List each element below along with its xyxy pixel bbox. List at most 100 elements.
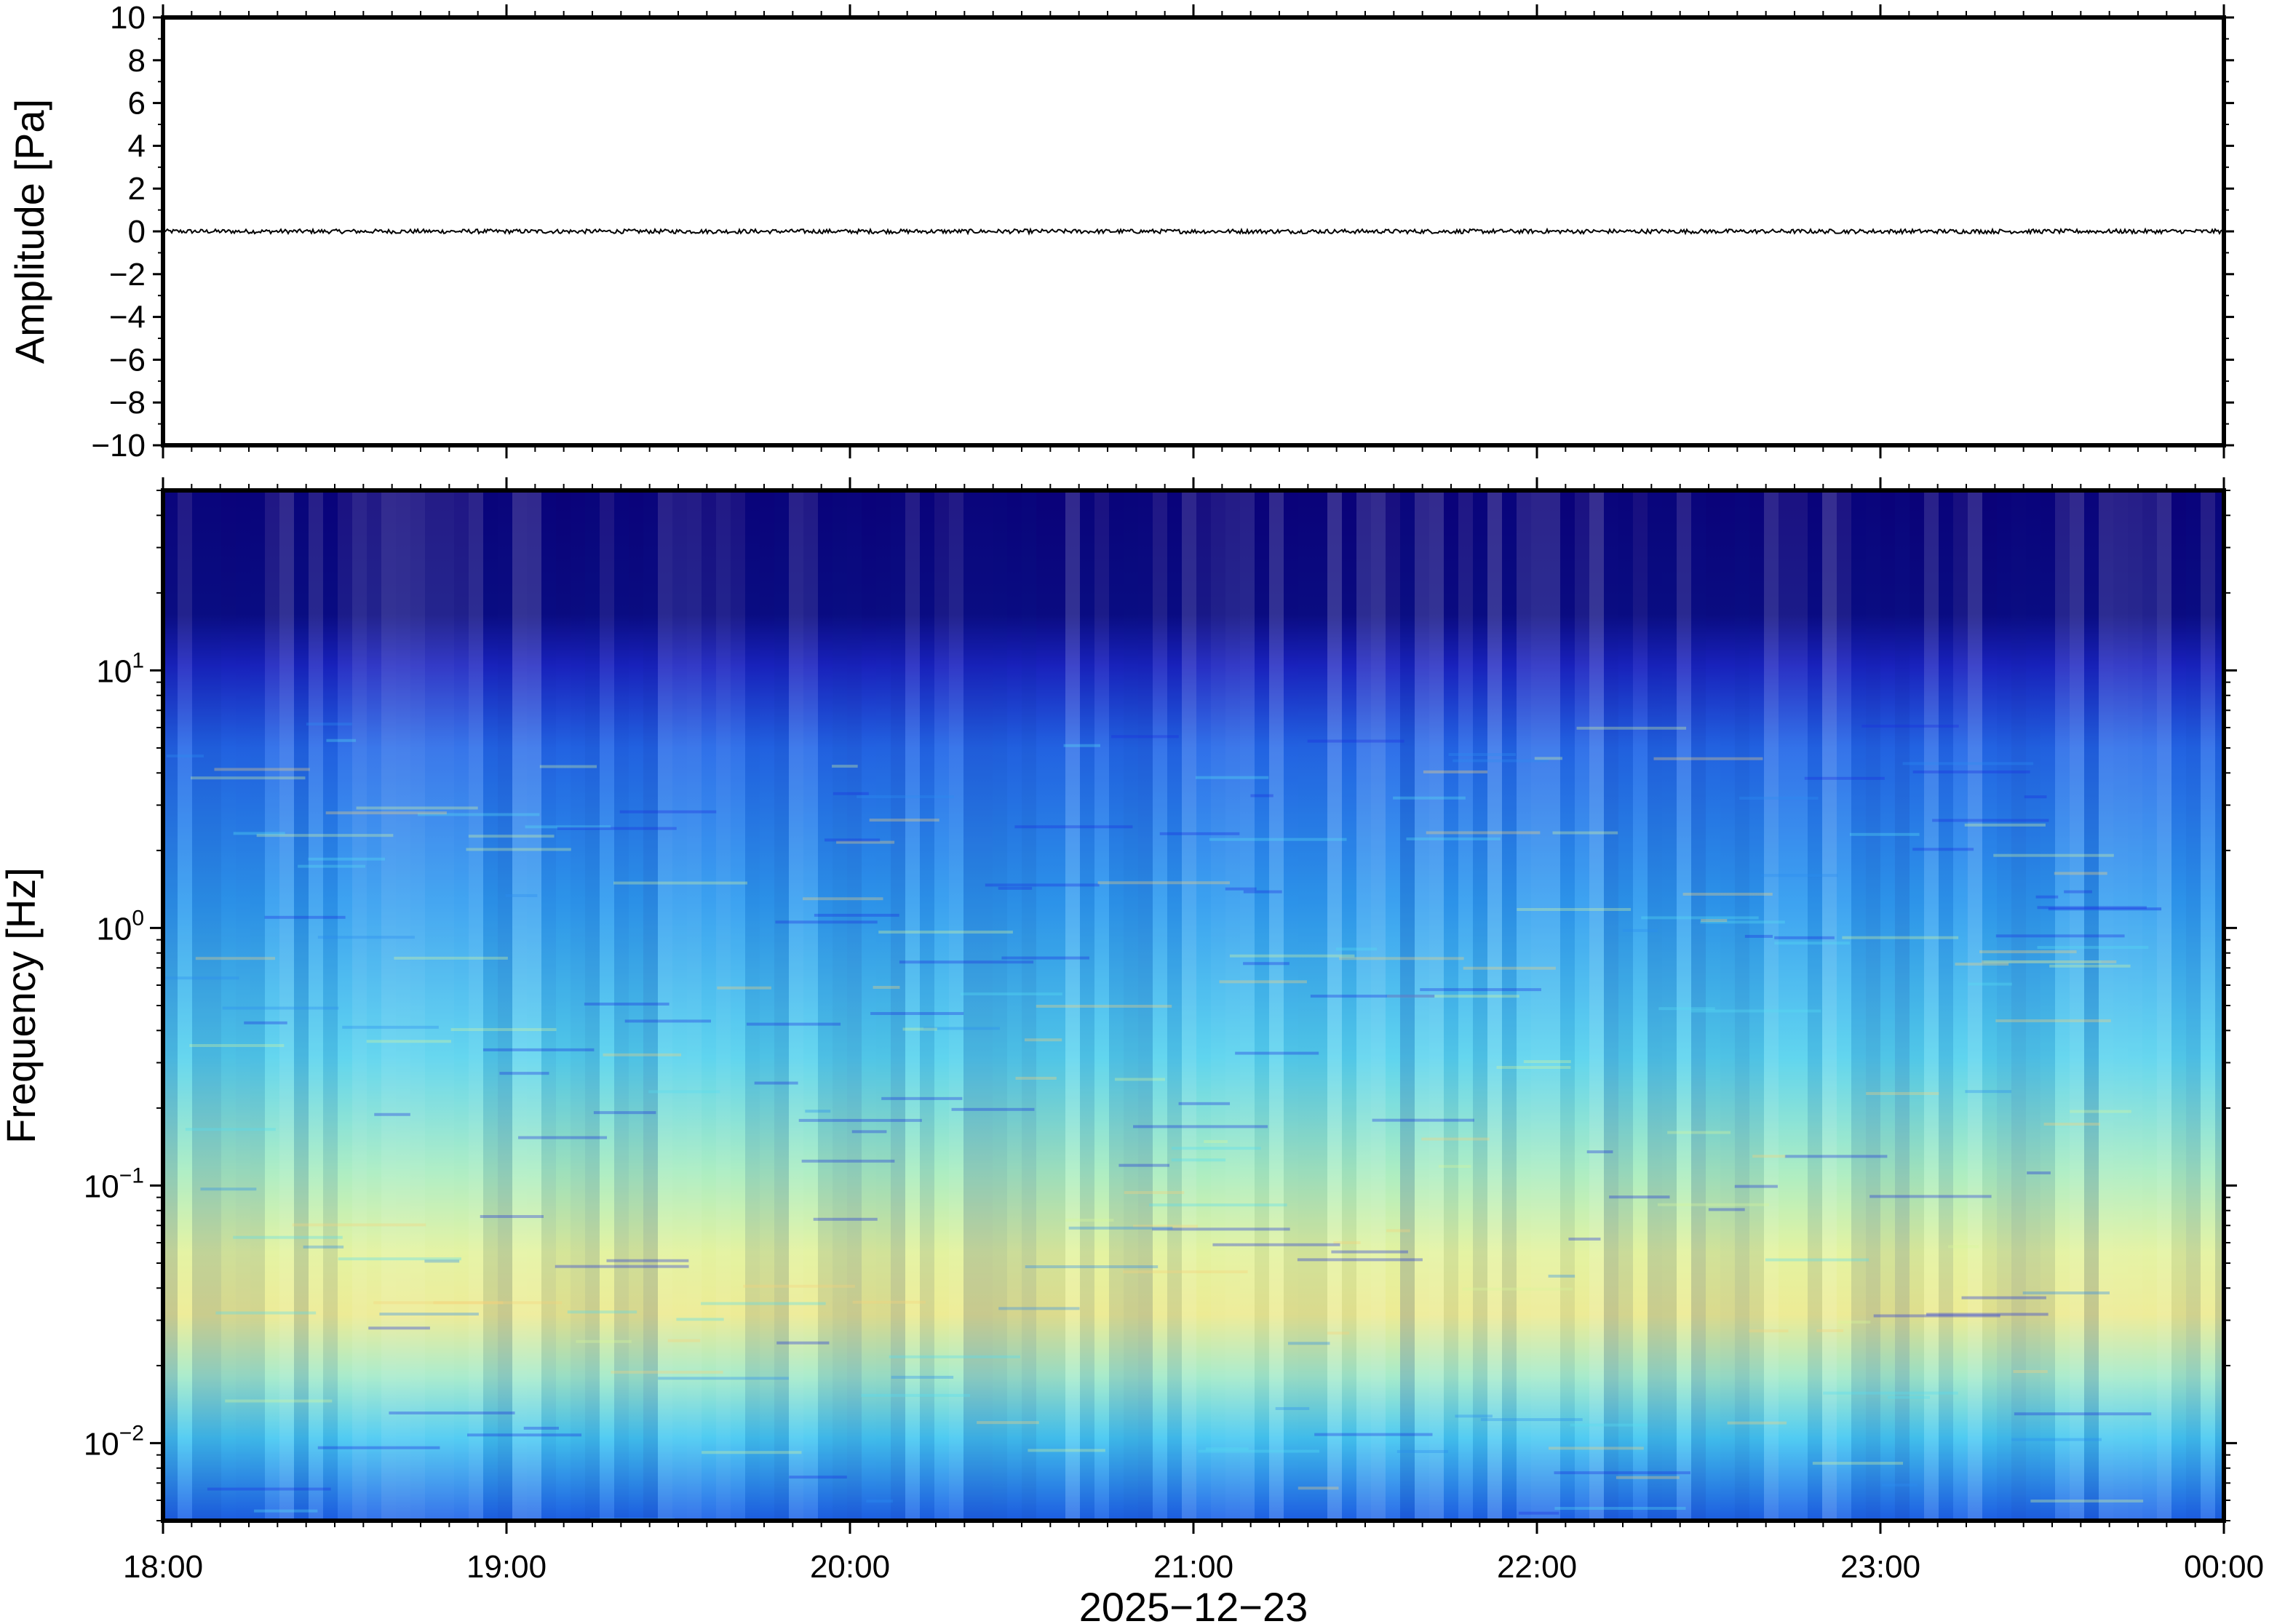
spectrogram-column bbox=[672, 490, 687, 1521]
spectrogram-streak bbox=[1774, 942, 1851, 945]
spectrogram-column bbox=[1837, 490, 1851, 1521]
spectrogram-streak bbox=[754, 1081, 798, 1085]
spectrogram-streak bbox=[2064, 890, 2092, 893]
spectrogram-streak bbox=[325, 811, 447, 815]
spectrogram-column bbox=[1517, 490, 1531, 1521]
spectrogram-streak bbox=[1554, 1471, 1690, 1475]
spectrogram-column bbox=[1910, 490, 1924, 1521]
spectrogram-column bbox=[1211, 490, 1225, 1521]
spectrogram-column bbox=[1880, 490, 1895, 1521]
spectrogram-streak bbox=[244, 1021, 287, 1024]
spectrogram-streak bbox=[356, 806, 478, 810]
spectrogram-streak bbox=[195, 957, 276, 960]
spectrogram-streak bbox=[1335, 947, 1378, 951]
spectrogram-streak bbox=[593, 1111, 656, 1115]
spectrogram-column bbox=[1982, 490, 1997, 1521]
spectrogram-streak bbox=[1804, 776, 1885, 780]
spectrogram-streak bbox=[1888, 1396, 1931, 1399]
spectrogram-column bbox=[876, 490, 891, 1521]
spectrogram-streak bbox=[1423, 770, 1488, 773]
spectrogram-streak bbox=[1548, 1274, 1575, 1278]
spectrogram-streak bbox=[306, 723, 352, 726]
spectrogram-streak bbox=[303, 1245, 344, 1249]
spectrogram-streak bbox=[1682, 892, 1773, 896]
spectrogram-streak bbox=[717, 986, 771, 990]
spectrogram-streak bbox=[801, 1159, 895, 1163]
spectrogram-streak bbox=[518, 1136, 608, 1139]
spectrogram-column bbox=[1531, 490, 1546, 1521]
spectrogram-streak bbox=[619, 810, 717, 813]
spectrogram-column bbox=[1677, 490, 1691, 1521]
time-x-tick-label: 22:00 bbox=[1497, 1549, 1577, 1585]
spectrogram-streak bbox=[1548, 1446, 1644, 1450]
spectrogram-streak bbox=[1496, 1066, 1571, 1070]
spectrogram-streak bbox=[701, 1302, 826, 1305]
spectrogram-streak bbox=[624, 1019, 712, 1023]
spectrogram-streak bbox=[1968, 982, 2012, 986]
spectrogram-streak bbox=[1816, 1329, 1844, 1332]
spectrogram-streak bbox=[1204, 1139, 1228, 1143]
spectrogram-streak bbox=[1386, 995, 1519, 998]
spectrogram-column bbox=[1051, 490, 1065, 1521]
spectrogram-column bbox=[862, 490, 876, 1521]
spectrogram-streak bbox=[1812, 1462, 1904, 1465]
spectrogram-column bbox=[1706, 490, 1720, 1521]
spectrogram-streak bbox=[1393, 796, 1466, 800]
spectrogram-streak bbox=[813, 1217, 878, 1221]
spectrogram-column bbox=[2055, 490, 2070, 1521]
spectrogram-streak bbox=[366, 1040, 451, 1043]
spectrogram-streak bbox=[998, 886, 1033, 890]
spectrogram-streak bbox=[1205, 1447, 1249, 1451]
spectrogram-column bbox=[2186, 490, 2201, 1521]
spectrogram-column bbox=[818, 490, 833, 1521]
spectrogram-column bbox=[1196, 490, 1211, 1521]
spectrogram-streak bbox=[803, 897, 883, 901]
spectrogram-column bbox=[629, 490, 643, 1521]
spectrogram-column bbox=[512, 490, 527, 1521]
spectrogram-column bbox=[702, 490, 716, 1521]
spectrogram-streak bbox=[1159, 832, 1240, 835]
spectrogram-streak bbox=[1947, 1245, 1979, 1249]
spectrogram-streak bbox=[317, 936, 415, 939]
spectrogram-streak bbox=[185, 1128, 276, 1131]
spectrogram-streak bbox=[1534, 757, 1563, 760]
spectrogram-streak bbox=[1118, 1163, 1170, 1167]
spectrogram-streak bbox=[1622, 928, 1658, 932]
spectrogram-streak bbox=[1123, 1270, 1248, 1273]
spectrogram-column bbox=[2113, 490, 2128, 1521]
spectrogram-streak bbox=[891, 1375, 954, 1379]
spectrogram-streak bbox=[746, 1022, 841, 1026]
spectrogram-streak bbox=[1297, 1258, 1423, 1262]
spectrogram-column bbox=[1764, 490, 1779, 1521]
amplitude-y-tick-label: 0 bbox=[128, 214, 146, 250]
spectrogram-column bbox=[1953, 490, 1968, 1521]
waveform-line bbox=[162, 227, 2225, 236]
spectrogram-column bbox=[2128, 490, 2142, 1521]
spectrogram-streak bbox=[1517, 907, 1632, 911]
frequency-y-tick-labels: 101 100 10−1 10−2 bbox=[84, 648, 144, 1462]
spectrogram-streak bbox=[368, 1326, 430, 1330]
spectrogram-column bbox=[178, 490, 192, 1521]
spectrogram-column bbox=[1720, 490, 1735, 1521]
spectrogram-column bbox=[1124, 490, 1138, 1521]
spectrogram-streak bbox=[1576, 726, 1687, 730]
spectrogram-streak bbox=[852, 1300, 926, 1304]
spectrogram-streak bbox=[342, 1025, 439, 1029]
spectrogram-streak bbox=[613, 881, 747, 885]
spectrogram-streak bbox=[902, 1027, 937, 1031]
spectrogram-streak bbox=[1744, 934, 1773, 938]
spectrogram-column bbox=[1487, 490, 1502, 1521]
spectrogram-streak bbox=[1225, 887, 1257, 891]
spectrogram-column bbox=[847, 490, 862, 1521]
spectrogram-column bbox=[1415, 490, 1429, 1521]
spectrogram-streak bbox=[1448, 753, 1517, 757]
time-x-tick-label: 20:00 bbox=[810, 1549, 890, 1585]
spectrogram-streak bbox=[2037, 906, 2147, 909]
spectrogram-column bbox=[1895, 490, 1910, 1521]
spectrogram-column bbox=[934, 490, 949, 1521]
time-x-ticks bbox=[162, 4, 2225, 1534]
spectrogram-streak bbox=[1114, 1078, 1166, 1081]
spectrogram-streak bbox=[539, 765, 597, 768]
amplitude-y-tick-label: −6 bbox=[109, 342, 146, 378]
spectrogram-streak bbox=[482, 1048, 595, 1051]
